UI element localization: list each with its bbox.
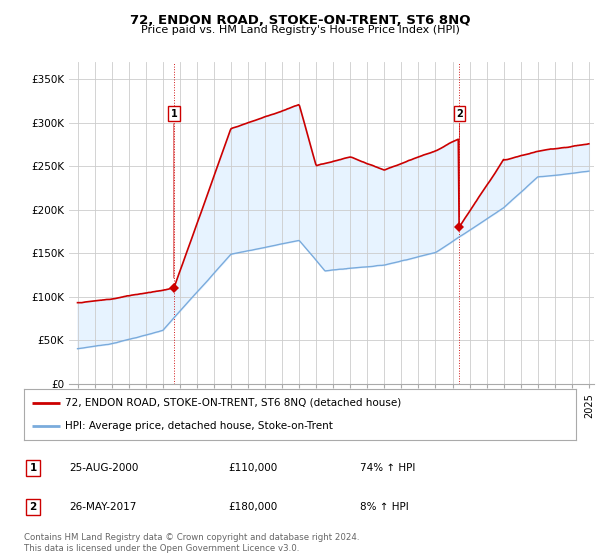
Text: 25-AUG-2000: 25-AUG-2000	[69, 463, 139, 473]
Text: Contains HM Land Registry data © Crown copyright and database right 2024.: Contains HM Land Registry data © Crown c…	[24, 533, 359, 542]
Text: 72, ENDON ROAD, STOKE-ON-TRENT, ST6 8NQ: 72, ENDON ROAD, STOKE-ON-TRENT, ST6 8NQ	[130, 14, 470, 27]
Text: 8% ↑ HPI: 8% ↑ HPI	[360, 502, 409, 512]
Text: 26-MAY-2017: 26-MAY-2017	[69, 502, 136, 512]
Text: 72, ENDON ROAD, STOKE-ON-TRENT, ST6 8NQ (detached house): 72, ENDON ROAD, STOKE-ON-TRENT, ST6 8NQ …	[65, 398, 401, 408]
Text: This data is licensed under the Open Government Licence v3.0.: This data is licensed under the Open Gov…	[24, 544, 299, 553]
Text: 2: 2	[29, 502, 37, 512]
Text: HPI: Average price, detached house, Stoke-on-Trent: HPI: Average price, detached house, Stok…	[65, 421, 333, 431]
Text: 2: 2	[456, 109, 463, 119]
Text: £180,000: £180,000	[228, 502, 277, 512]
Text: 1: 1	[170, 109, 177, 119]
Text: £110,000: £110,000	[228, 463, 277, 473]
Text: 1: 1	[29, 463, 37, 473]
Text: Price paid vs. HM Land Registry's House Price Index (HPI): Price paid vs. HM Land Registry's House …	[140, 25, 460, 35]
Text: 74% ↑ HPI: 74% ↑ HPI	[360, 463, 415, 473]
